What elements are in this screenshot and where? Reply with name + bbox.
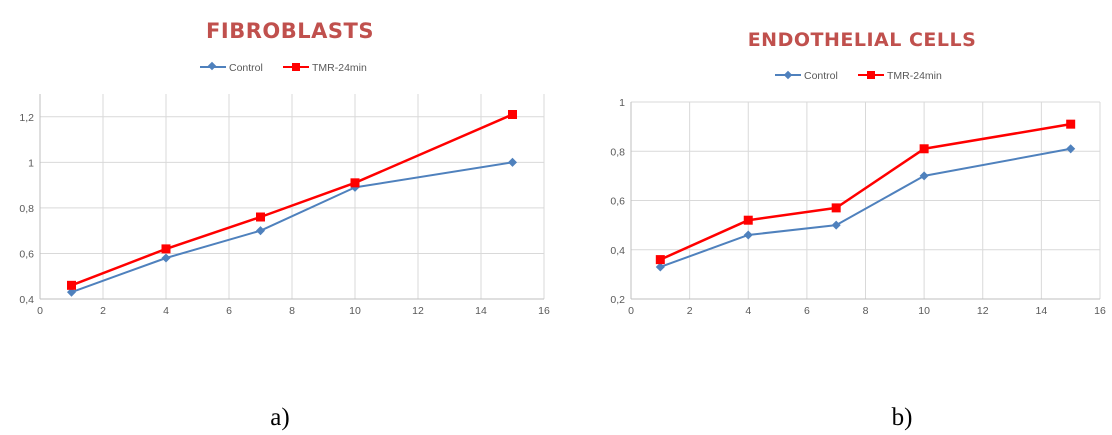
data-point-tmr [919, 144, 929, 154]
y-tick-label: 0,2 [610, 294, 625, 306]
data-point-tmr [655, 255, 665, 265]
x-tick-label: 16 [1094, 305, 1106, 317]
y-tick-label: 0,6 [19, 248, 34, 260]
y-tick-label: 0,8 [19, 203, 34, 215]
legend: Control TMR-24min [200, 61, 367, 74]
y-tick-label: 0,4 [610, 245, 625, 257]
legend-tmr-marker [867, 71, 875, 79]
figure-caption: a) [270, 404, 289, 431]
y-tick-label: 1 [619, 97, 625, 109]
x-tick-label: 6 [804, 305, 810, 317]
data-point-tmr [831, 203, 841, 213]
x-tick-label: 12 [977, 305, 989, 317]
figure-caption: b) [892, 404, 913, 431]
x-tick-label: 14 [475, 305, 487, 317]
y-tick-label: 0,8 [610, 146, 625, 158]
plot-area: 0 2 4 6 8 10 12 14 16 0,2 0,4 0,6 0,8 1 [610, 97, 1106, 317]
legend-control-marker [783, 70, 793, 80]
legend-tmr-label: TMR-24min [887, 70, 942, 82]
x-tick-label: 2 [100, 305, 106, 317]
x-tick-label: 8 [289, 305, 295, 317]
chart-endothelial-cells: ENDOTHELIAL CELLS Control TMR-24min 0 2 4 6… [610, 29, 1106, 431]
chart-title: FIBROBLASTS [206, 19, 374, 43]
data-point-control [507, 157, 518, 167]
data-point-tmr [743, 215, 753, 225]
x-tick-label: 4 [745, 305, 751, 317]
x-tick-label: 12 [412, 305, 424, 317]
y-tick-label: 1,2 [19, 112, 34, 124]
x-tick-label: 10 [349, 305, 361, 317]
x-tick-label: 8 [863, 305, 869, 317]
x-tick-label: 4 [163, 305, 169, 317]
data-point-control [161, 253, 171, 263]
data-point-tmr [67, 280, 76, 290]
data-point-control [743, 230, 753, 240]
x-tick-label: 14 [1036, 305, 1048, 317]
data-point-tmr [1066, 119, 1076, 129]
data-point-control [655, 262, 665, 272]
data-point-tmr [256, 212, 265, 222]
data-point-control [919, 171, 929, 181]
x-tick-label: 16 [538, 305, 550, 317]
data-point-control [1066, 144, 1076, 154]
data-point-control [255, 226, 266, 236]
y-tick-label: 1 [28, 157, 34, 169]
data-point-tmr [350, 178, 360, 188]
data-point-tmr [508, 110, 517, 119]
x-tick-label: 0 [628, 305, 634, 317]
plot-area: 0 2 4 6 8 10 12 14 16 0,4 0,6 0,8 1 1,2 [19, 94, 550, 317]
chart-fibroblasts: FIBROBLASTS Control TMR-24min 0 2 4 6 8 10 12 1… [19, 19, 550, 431]
x-tick-label: 2 [687, 305, 693, 317]
legend-control-marker [207, 61, 217, 71]
data-point-tmr [161, 244, 171, 254]
x-tick-label: 0 [37, 305, 43, 317]
legend-control-label: Control [804, 70, 838, 82]
y-tick-label: 0,4 [19, 294, 34, 306]
x-tick-label: 10 [918, 305, 930, 317]
legend-control-label: Control [229, 62, 263, 74]
y-tick-label: 0,6 [610, 196, 625, 208]
data-point-control [66, 287, 77, 297]
chart-title: ENDOTHELIAL CELLS [748, 29, 977, 51]
legend-tmr-label: TMR-24min [312, 62, 367, 74]
x-tick-label: 6 [226, 305, 232, 317]
data-point-control [831, 220, 841, 230]
legend: Control TMR-24min [775, 70, 942, 82]
legend-tmr-marker [292, 63, 300, 71]
